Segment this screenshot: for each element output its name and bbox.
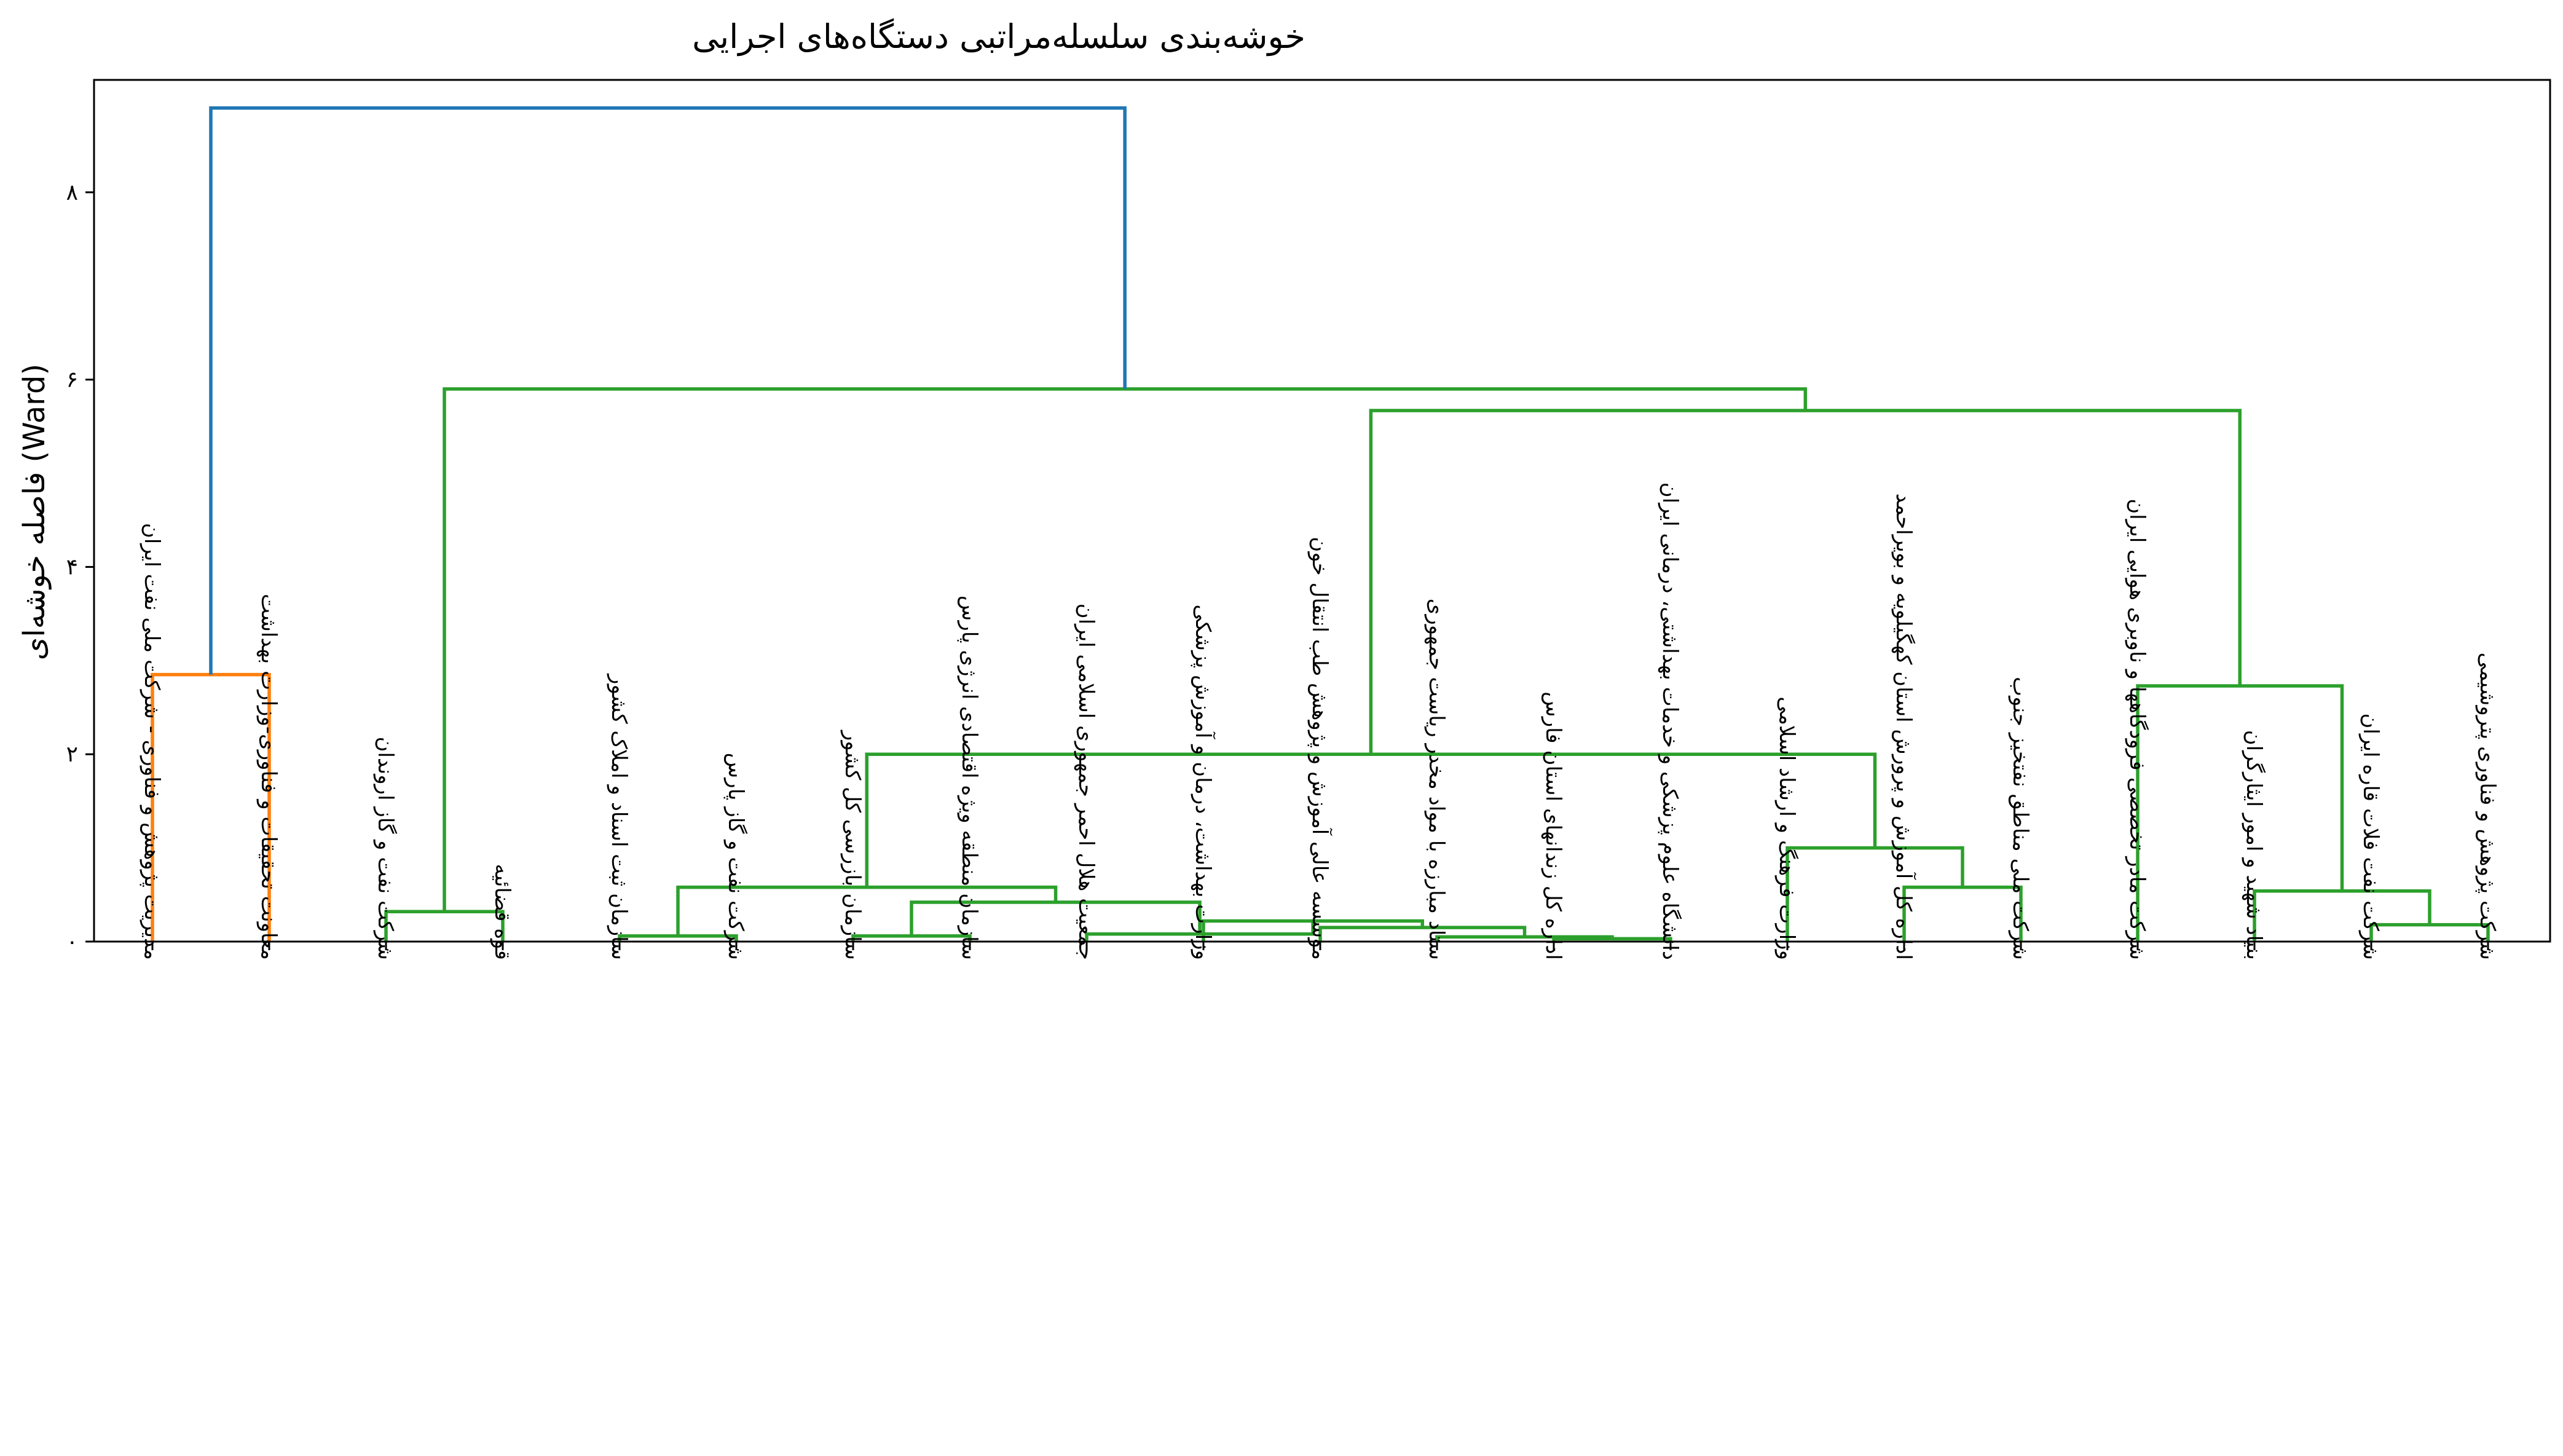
leaf-label: سازمان منطقه ویژه اقتصادی انرژی پارس (957, 596, 982, 960)
dendrogram-link (618, 934, 738, 942)
leaf-labels: مدیریت پژوهش و فناوری - شرکت ملی نفت ایر… (140, 482, 2500, 960)
dendrogram-link (2369, 923, 2490, 942)
dendrogram-link (1369, 409, 2242, 755)
leaf-label: وزارت فرهنگ و ارشاد اسلامی (1774, 696, 1799, 960)
dendrogram-link (1902, 885, 2023, 942)
leaf-label: موسسه عالی آموزش و پژوهش طب انتقال خون (1307, 537, 1333, 960)
leaf-label: اداره کل زندانهای استان فارس (1541, 691, 1565, 960)
leaf-label: معاونت تحقیقات و فناوری-وزارت بهداشت (256, 594, 281, 960)
dendrogram-link (151, 672, 271, 942)
leaf-label: دانشگاه علوم پزشکی و خدمات بهداشتی، درما… (1658, 482, 1682, 960)
y-tick-label: ۴ (66, 554, 78, 580)
y-tick-label: ۶ (66, 368, 78, 393)
leaf-label: قوه قضائیه (490, 864, 514, 961)
dendrogram-links (151, 106, 2490, 942)
leaf-label: شرکت نفت و گاز اروندان (373, 737, 398, 961)
dendrogram-link (1785, 846, 1964, 942)
x-axis-ticks (151, 942, 2489, 950)
y-axis-ticks: ۰ ۲ ۴ ۶ ۸ (66, 180, 94, 954)
y-axis-label: فاصله خوشه‌ای (Ward) (17, 364, 52, 660)
y-tick-label: ۸ (66, 180, 78, 205)
dendrogram-link (2253, 889, 2431, 942)
dendrogram-link (1202, 919, 1424, 942)
leaf-label: شرکت مادر تخصصی فرودگاهها و ناوبری هوایی… (2125, 498, 2149, 960)
plot-frame (93, 79, 2551, 943)
dendrogram-link (851, 934, 972, 942)
dendrogram-link (209, 106, 1127, 675)
leaf-label: شرکت ملی مناطق نفتخیز جنوب (2008, 677, 2033, 960)
leaf-label: شرکت نفت فلات قاره ایران (2358, 713, 2383, 960)
leaf-label: شرکت پژوهش و فناوری پتروشیمی (2475, 653, 2500, 960)
dendrogram-link (1085, 921, 1315, 942)
dendrogram-link (384, 910, 505, 942)
leaf-label: اداره کل آموزش و پرورش استان کهگیلویه و … (1891, 494, 1916, 960)
dendrogram-link (1318, 926, 1527, 942)
leaf-label: شرکت نفت و گاز پارس (723, 753, 748, 960)
y-tick-label: ۲ (66, 742, 78, 767)
leaf-label: سازمان ثبت اسناد و املاک کشور (607, 673, 631, 960)
dendrogram-link (443, 387, 1808, 912)
leaf-label: بنیاد شهید و امور ایثارگران (2242, 730, 2266, 960)
y-tick-label: ۰ (66, 929, 78, 954)
leaf-label: ستاد مبارزه با مواد مخدر ریاست جمهوری (1424, 599, 1449, 960)
leaf-label: سازمان بازرسی کل کشور (840, 730, 865, 960)
dendrogram-link (1552, 937, 1672, 942)
dendrogram-link (865, 752, 1877, 887)
leaf-label: مدیریت پژوهش و فناوری - شرکت ملی نفت ایر… (140, 523, 164, 960)
dendrogram-link (2136, 684, 2344, 942)
dendrogram-link (910, 900, 1202, 936)
leaf-label: جمعیت هلال احمر جمهوری اسلامی ایران (1074, 604, 1098, 960)
chart-title: خوشه‌بندی سلسله‌مراتبی دستگاه‌های اجرایی (692, 17, 1305, 56)
leaf-label: وزارت بهداشت، درمان و آموزش پزشکی (1191, 604, 1216, 960)
